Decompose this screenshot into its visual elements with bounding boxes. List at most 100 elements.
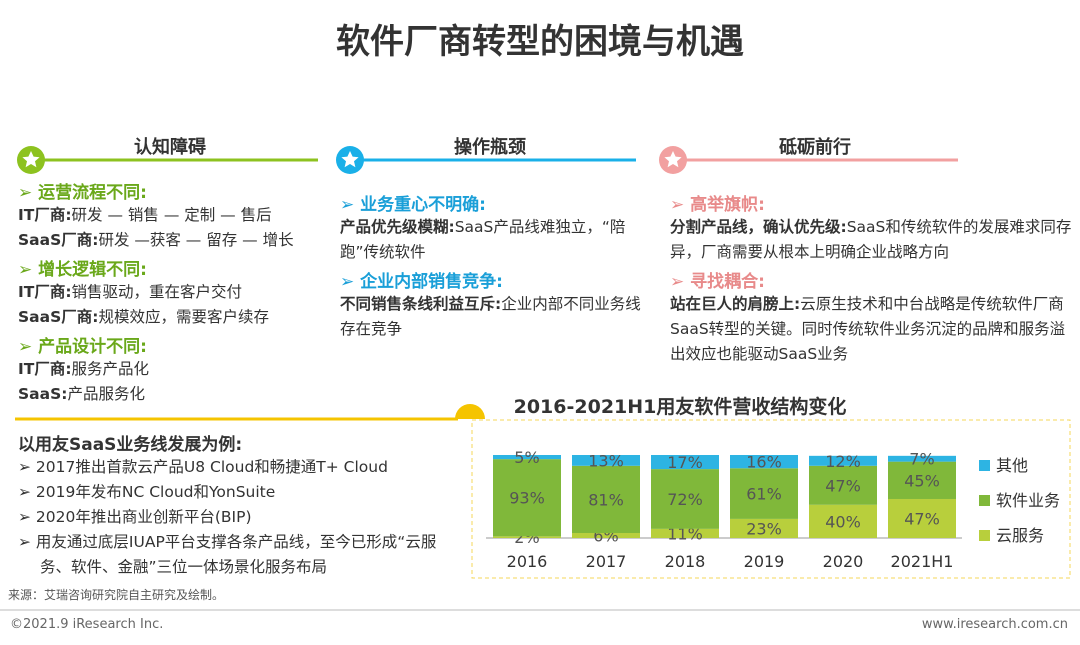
- section-heading-text: 增长逻辑不同:: [38, 260, 147, 280]
- line-text: 云原生技术和中台战略是传统软件厂商SaaS转型的关键。同时传统软件业务沉淀的品牌…: [670, 295, 1066, 363]
- bar-segment: [572, 465, 640, 534]
- value-label: 47%: [825, 476, 861, 495]
- legend-label: 软件业务: [996, 491, 1060, 510]
- value-label: 23%: [746, 519, 782, 538]
- legend-swatch: [979, 495, 990, 506]
- section-heading-text: 寻找耦合:: [690, 272, 765, 292]
- source: 来源：艾瑞咨询研究院自主研究及绘制。: [8, 588, 225, 602]
- x-tick-label: 2021H1: [891, 552, 954, 571]
- line: SaaS厂商:规模效应，需要客户续存: [18, 305, 338, 330]
- slide-title: 软件厂商转型的困境与机遇: [336, 22, 744, 62]
- value-label: 7%: [909, 450, 934, 469]
- column: ➢ 高举旗帜: 分割产品线，确认优先级:SaaS和传统软件的发展难求同存异，厂商需…: [670, 188, 1075, 367]
- column: ➢ 运营流程不同: IT厂商:研发 — 销售 — 定制 — 售后 SaaS厂商:研发…: [18, 176, 338, 407]
- line-label: 不同销售条线利益互斥:: [340, 295, 502, 313]
- value-label: 13%: [588, 451, 624, 470]
- chart-title: 2016-2021H1用友软件营收结构变化: [514, 395, 847, 418]
- column-heading: 砥砺前行: [779, 137, 851, 158]
- line: 分割产品线，确认优先级:SaaS和传统软件的发展难求同存异，厂商需要从根本上明确…: [670, 215, 1075, 265]
- line: IT厂商:研发 — 销售 — 定制 — 售后: [18, 203, 338, 228]
- section-heading: ➢ 寻找耦合:: [670, 272, 765, 292]
- bar-segment: [809, 504, 877, 538]
- footer-left: ©2021.9 iResearch Inc.: [10, 617, 164, 632]
- bar-segment: [493, 536, 561, 538]
- column-heading: 操作瓶颈: [454, 137, 526, 158]
- value-label: 61%: [746, 485, 782, 504]
- line-label: IT厂商:: [18, 206, 72, 224]
- section-heading-text: 产品设计不同:: [38, 337, 147, 357]
- line-label: IT厂商:: [18, 283, 72, 301]
- value-label: 72%: [667, 490, 703, 509]
- line-label: SaaS厂商:: [18, 231, 99, 249]
- example-item: ➢ 2019年发布NC Cloud和YonSuite: [18, 483, 276, 501]
- value-label: 5%: [514, 448, 539, 467]
- footer-right: www.iresearch.com.cn: [921, 617, 1068, 632]
- line-label: IT厂商:: [18, 360, 72, 378]
- example-item-text: 2020年推出商业创新平台(BIP): [35, 508, 252, 526]
- x-tick-label: 2016: [507, 552, 548, 571]
- example: 以用友SaaS业务线发展为例: ➢ 2017推出首款云产品U8 Cloud和畅捷…: [18, 430, 458, 580]
- example-item-text: 2017推出首款云产品U8 Cloud和畅捷通T+ Cloud: [35, 458, 388, 476]
- line-text: 规模效应，需要客户续存: [98, 308, 269, 326]
- bar-segment: [651, 455, 719, 470]
- bar-segment: [809, 455, 877, 466]
- legend-swatch: [979, 530, 990, 541]
- legend-label: 云服务: [996, 526, 1044, 545]
- value-label: 40%: [825, 512, 861, 531]
- section-heading: ➢ 企业内部销售竞争:: [340, 272, 503, 292]
- section-heading: ➢ 高举旗帜:: [670, 195, 765, 215]
- bar-segment: [730, 468, 798, 519]
- line-text: SaaS和传统软件的发展难求同存异，厂商需要从根本上明确企业战略方向: [670, 218, 1072, 261]
- line-text: SaaS产品线难独立，“陪跑”传统软件: [340, 218, 626, 261]
- column-heading: 认知障碍: [134, 137, 206, 158]
- example-item: ➢ 2020年推出商业创新平台(BIP): [18, 508, 252, 526]
- line: SaaS厂商:研发 —获客 — 留存 — 增长: [18, 228, 338, 253]
- line-label: SaaS:: [18, 385, 68, 403]
- section-heading: ➢ 运营流程不同:: [18, 183, 147, 203]
- example-item-text: 2019年发布NC Cloud和YonSuite: [35, 483, 276, 501]
- line: 站在巨人的肩膀上:云原生技术和中台战略是传统软件厂商SaaS转型的关键。同时传统…: [670, 292, 1075, 367]
- legend-label: 其他: [996, 456, 1028, 475]
- column: ➢ 业务重心不明确: 产品优先级模糊:SaaS产品线难独立，“陪跑”传统软件 ➢ 企…: [340, 188, 645, 342]
- bar-segment: [572, 455, 640, 466]
- section-heading: ➢ 产品设计不同:: [18, 337, 147, 357]
- line-text: 研发 — 销售 — 定制 — 售后: [71, 206, 272, 224]
- value-label: 11%: [667, 524, 703, 543]
- line-label: 站在巨人的肩膀上:: [670, 295, 801, 313]
- section-heading: ➢ 增长逻辑不同:: [18, 260, 147, 280]
- value-label: 47%: [904, 509, 940, 528]
- section-heading-text: 企业内部销售竞争:: [360, 272, 503, 292]
- value-label: 17%: [667, 453, 703, 472]
- line-text: 服务产品化: [71, 360, 150, 378]
- example-item: ➢ 用友通过底层IUAP平台支撑各条产品线，至今已形成“云服务、软件、金融”三位…: [18, 533, 437, 576]
- line-text: 产品服务化: [67, 385, 145, 403]
- legend-swatch: [979, 460, 990, 471]
- section-heading: ➢ 业务重心不明确:: [340, 195, 486, 215]
- bar-segment: [493, 459, 561, 537]
- bar-segment: [730, 518, 798, 538]
- line-text: 企业内部不同业务线存在竞争: [340, 295, 641, 338]
- example-item-text: 用友通过底层IUAP平台支撑各条产品线，至今已形成“云服务、软件、金融”三位一体…: [35, 533, 437, 576]
- bar-segment: [888, 461, 956, 499]
- x-tick-label: 2018: [665, 552, 706, 571]
- value-label: 93%: [509, 489, 545, 508]
- bar-segment: [730, 455, 798, 469]
- line: 不同销售条线利益互斥:企业内部不同业务线存在竞争: [340, 292, 645, 342]
- line-label: 分割产品线，确认优先级:: [670, 218, 847, 236]
- bar-segment: [572, 533, 640, 538]
- line-text: 销售驱动，重在客户交付: [71, 283, 243, 301]
- bar-segment: [888, 455, 956, 462]
- bar-segment: [888, 498, 956, 538]
- example-title: 以用友SaaS业务线发展为例:: [18, 435, 243, 455]
- line-text: 研发 —获客 — 留存 — 增长: [98, 231, 294, 249]
- line: SaaS:产品服务化: [18, 382, 338, 407]
- bar-segment: [493, 455, 561, 460]
- x-tick-label: 2017: [586, 552, 627, 571]
- line: IT厂商:服务产品化: [18, 357, 338, 382]
- bar-segment: [809, 465, 877, 505]
- bar-segment: [651, 469, 719, 529]
- example-item: ➢ 2017推出首款云产品U8 Cloud和畅捷通T+ Cloud: [18, 458, 388, 476]
